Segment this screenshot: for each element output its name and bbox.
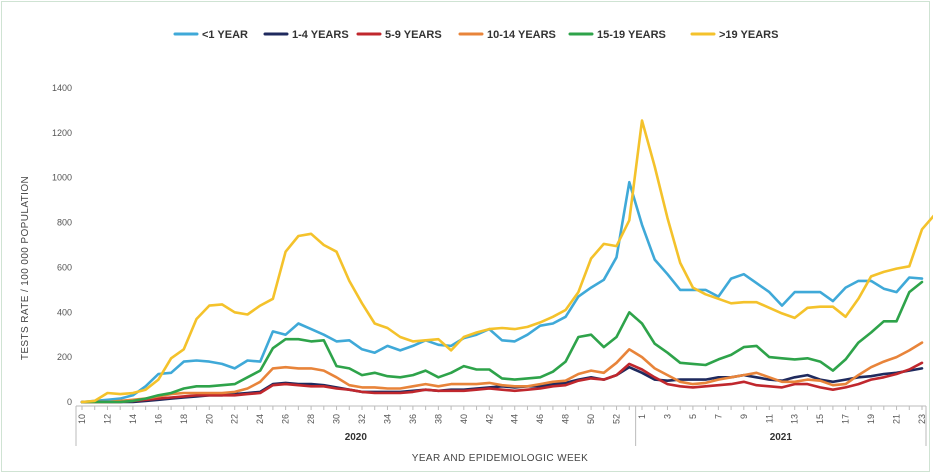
- x-tick-label: 1: [637, 414, 647, 419]
- x-tick-label: 15: [815, 414, 825, 424]
- x-tick-label: 21: [892, 414, 902, 424]
- x-tick-label: 46: [535, 414, 545, 424]
- y-tick-label: 1000: [52, 173, 72, 183]
- x-tick-label: 44: [510, 414, 520, 424]
- x-tick-label: 10: [77, 414, 87, 424]
- x-tick-label: 26: [281, 414, 291, 424]
- x-tick-label: 28: [306, 414, 316, 424]
- y-tick-label: 400: [57, 307, 72, 317]
- x-tick-label: 18: [179, 414, 189, 424]
- y-axis: 0 200 400 600 800 1000 1200 1400: [52, 83, 72, 407]
- legend-label: 15-19 YEARS: [597, 29, 666, 41]
- x-tick-label: 5: [688, 414, 698, 419]
- x-tick-label: 24: [255, 414, 265, 424]
- x-tick-label: 34: [382, 414, 392, 424]
- legend-label: 5-9 YEARS: [385, 29, 442, 41]
- year-label: 2021: [770, 432, 793, 443]
- x-tick-label: 9: [739, 414, 749, 419]
- x-tick-label: 16: [153, 414, 163, 424]
- legend: <1 YEAR 1-4 YEARS 5-9 YEARS 10-14 YEARS 15-1…: [173, 29, 778, 41]
- legend-label: <1 YEAR: [202, 29, 248, 41]
- x-tick-label: 30: [332, 414, 342, 424]
- x-tick-label: 42: [484, 414, 494, 424]
- x-tick-label: 36: [408, 414, 418, 424]
- x-axis-title: YEAR AND EPIDEMIOLOGIC WEEK: [412, 453, 588, 464]
- series-line: [80, 341, 924, 404]
- series-line: [80, 119, 933, 404]
- x-tick-label: 17: [841, 414, 851, 424]
- x-tick-label: 14: [128, 414, 138, 424]
- x-tick-label: 11: [764, 414, 774, 423]
- x-tick-label: 40: [459, 414, 469, 424]
- x-tick-label: 13: [790, 414, 800, 424]
- legend-label: >19 YEARS: [719, 29, 778, 41]
- x-tick-label: 23: [917, 414, 927, 424]
- x-tick-label: 32: [357, 414, 367, 424]
- y-tick-label: 1200: [52, 128, 72, 138]
- x-axis: 10 12 14 16 18 20 22 24 26 28 30 32 34 36 38 40 42 44 46 48…: [75, 405, 927, 446]
- legend-label: 10-14 YEARS: [487, 29, 556, 41]
- y-tick-label: 600: [57, 262, 72, 272]
- series-line: [80, 361, 924, 404]
- x-tick-label: 7: [713, 414, 723, 419]
- x-tick-label: 12: [102, 414, 112, 424]
- series-line: [80, 280, 924, 404]
- series-layer: [80, 119, 933, 404]
- y-axis-title: TESTS RATE / 100 000 POPULATION: [20, 176, 31, 360]
- x-tick-label: 3: [662, 414, 672, 419]
- y-tick-label: 200: [57, 352, 72, 362]
- y-tick-label: 1400: [52, 83, 72, 93]
- x-tick-label: 20: [204, 414, 214, 424]
- year-label: 2020: [345, 432, 368, 443]
- series-line: [80, 180, 924, 404]
- x-tick-label: 19: [866, 414, 876, 424]
- x-tick-label: 48: [561, 414, 571, 424]
- x-tick-label: 38: [433, 414, 443, 424]
- x-tick-label: 52: [612, 414, 622, 424]
- x-tick-label: 50: [586, 414, 596, 424]
- y-tick-label: 800: [57, 218, 72, 228]
- legend-label: 1-4 YEARS: [292, 29, 349, 41]
- x-tick-label: 22: [230, 414, 240, 424]
- y-tick-label: 0: [67, 397, 72, 407]
